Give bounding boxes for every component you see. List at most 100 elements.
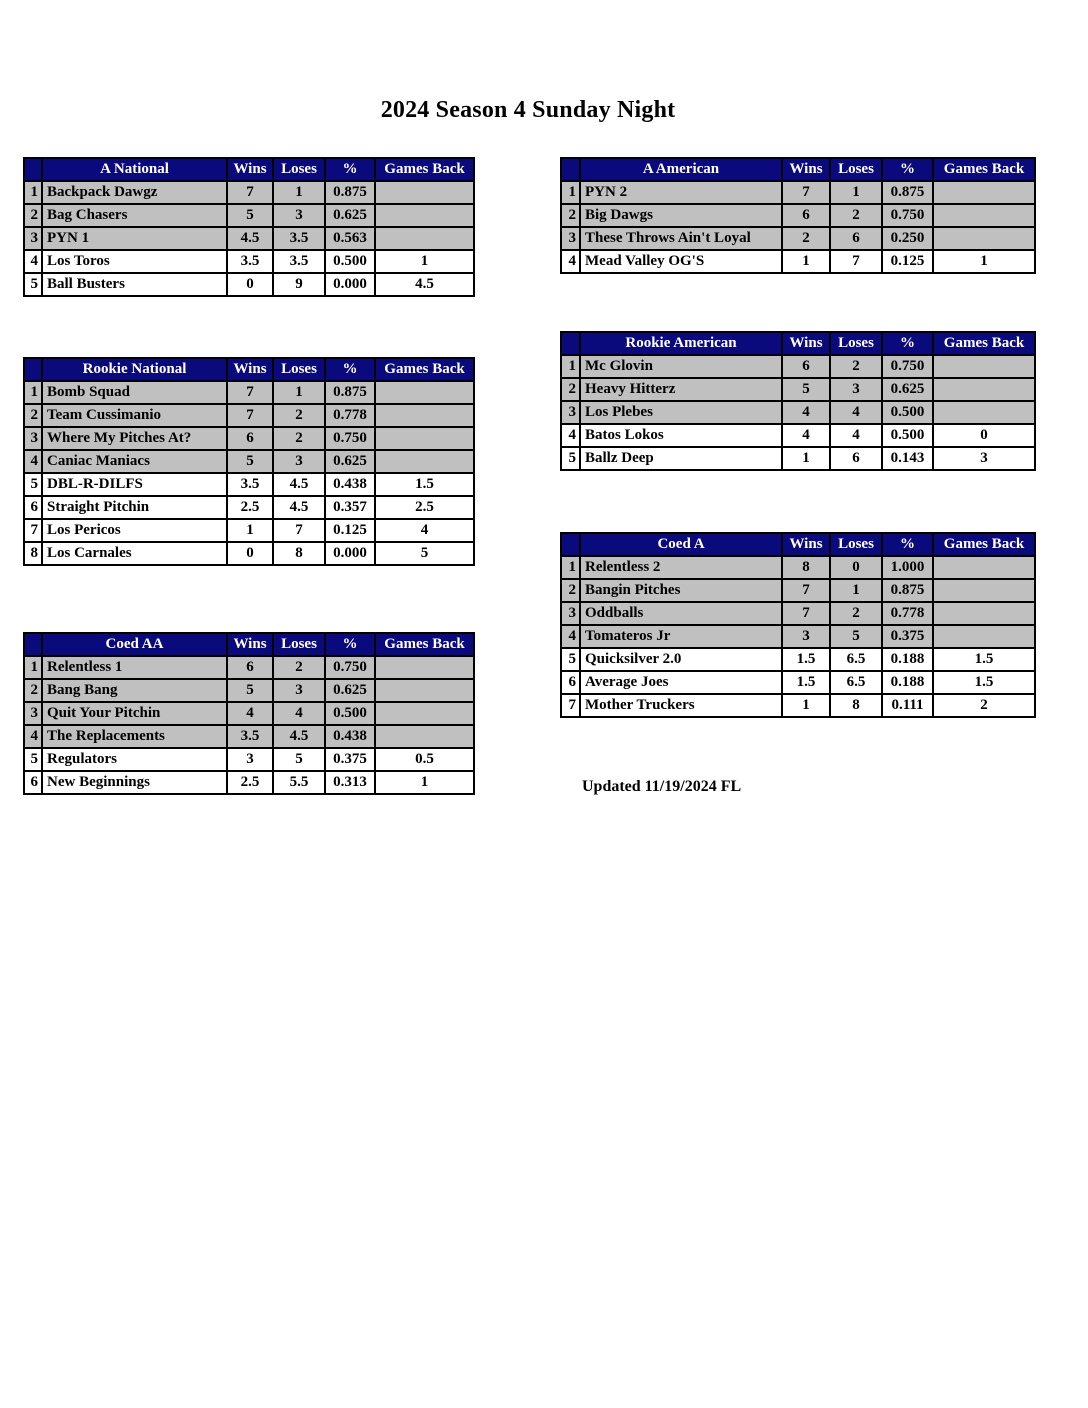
table-row: 2 Bangin Pitches 7 1 0.875	[560, 578, 1036, 603]
team-cell: These Throws Ain't Loyal	[579, 226, 783, 251]
updated-note: Updated 11/19/2024 FL	[582, 778, 742, 795]
pct-cell: 1.000	[881, 555, 934, 580]
loses-column-header: Loses	[829, 532, 883, 557]
pct-column-header: %	[881, 331, 934, 356]
wins-column-header: Wins	[226, 157, 274, 182]
loses-cell: 8	[829, 693, 883, 718]
wins-cell: 6	[226, 426, 274, 451]
pct-cell: 0.875	[881, 578, 934, 603]
wins-cell: 2	[781, 226, 831, 251]
pct-cell: 0.375	[324, 747, 376, 772]
table-row: 1 Bomb Squad 7 1 0.875	[23, 380, 475, 405]
loses-cell: 1	[829, 578, 883, 603]
wins-cell: 1	[781, 693, 831, 718]
rank-column-header	[560, 331, 581, 356]
rank-cell: 5	[560, 647, 581, 672]
team-cell: PYN 2	[579, 180, 783, 205]
wins-cell: 7	[781, 601, 831, 626]
wins-cell: 8	[781, 555, 831, 580]
rank-cell: 1	[23, 380, 43, 405]
pct-cell: 0.125	[324, 518, 376, 543]
loses-cell: 6.5	[829, 670, 883, 695]
pct-cell: 0.875	[324, 380, 376, 405]
loses-cell: 6	[829, 226, 883, 251]
team-cell: Bang Bang	[41, 678, 228, 703]
rank-cell: 2	[560, 203, 581, 228]
rank-cell: 5	[23, 472, 43, 497]
rank-cell: 7	[560, 693, 581, 718]
table-row: 1 Backpack Dawgz 7 1 0.875	[23, 180, 475, 205]
loses-cell: 3	[272, 449, 326, 474]
games-back-cell: 1	[374, 770, 475, 795]
loses-cell: 4.5	[272, 724, 326, 749]
division-name-header: Coed AA	[41, 632, 228, 657]
table-row: 3 Los Plebes 4 4 0.500	[560, 400, 1036, 425]
games-back-cell	[374, 180, 475, 205]
wins-cell: 0	[226, 272, 274, 297]
team-cell: Quit Your Pitchin	[41, 701, 228, 726]
games-back-cell	[932, 203, 1036, 228]
team-cell: Relentless 2	[579, 555, 783, 580]
pct-cell: 0.750	[324, 655, 376, 680]
games-back-cell	[932, 555, 1036, 580]
table-row: 2 Heavy Hitterz 5 3 0.625	[560, 377, 1036, 402]
wins-cell: 1.5	[781, 670, 831, 695]
loses-cell: 4.5	[272, 495, 326, 520]
rank-cell: 5	[560, 446, 581, 471]
table-row: 1 Mc Glovin 6 2 0.750	[560, 354, 1036, 379]
team-cell: Where My Pitches At?	[41, 426, 228, 451]
games-back-cell: 3	[932, 446, 1036, 471]
team-cell: Batos Lokos	[579, 423, 783, 448]
table-row: 5 Quicksilver 2.0 1.5 6.5 0.188 1.5	[560, 647, 1036, 672]
wins-cell: 7	[226, 380, 274, 405]
rank-column-header	[560, 532, 581, 557]
rank-cell: 1	[23, 655, 43, 680]
rank-cell: 5	[23, 747, 43, 772]
loses-cell: 1	[829, 180, 883, 205]
table-row: 4 Tomateros Jr 3 5 0.375	[560, 624, 1036, 649]
team-cell: Straight Pitchin	[41, 495, 228, 520]
team-cell: Team Cussimanio	[41, 403, 228, 428]
team-cell: PYN 1	[41, 226, 228, 251]
rank-cell: 2	[23, 403, 43, 428]
header-row: Coed A Wins Loses % Games Back	[560, 532, 1036, 557]
games-back-cell	[374, 226, 475, 251]
games-back-cell: 0.5	[374, 747, 475, 772]
team-cell: Los Carnales	[41, 541, 228, 566]
games-back-cell	[932, 601, 1036, 626]
pct-cell: 0.625	[324, 449, 376, 474]
rank-cell: 1	[560, 354, 581, 379]
standings-table: Rookie American Wins Loses % Games Back …	[560, 331, 1036, 471]
pct-cell: 0.778	[324, 403, 376, 428]
rank-cell: 4	[560, 249, 581, 274]
games-back-cell	[374, 403, 475, 428]
table-row: 4 Caniac Maniacs 5 3 0.625	[23, 449, 475, 474]
standings-table-coed-aa: Coed AA Wins Loses % Games Back 1 Relentl…	[23, 632, 475, 795]
wins-cell: 5	[781, 377, 831, 402]
wins-cell: 5	[226, 449, 274, 474]
rank-cell: 6	[23, 495, 43, 520]
pct-cell: 0.000	[324, 541, 376, 566]
loses-cell: 2	[272, 403, 326, 428]
team-cell: Bangin Pitches	[579, 578, 783, 603]
games-back-cell	[374, 449, 475, 474]
pct-cell: 0.125	[881, 249, 934, 274]
wins-cell: 1.5	[781, 647, 831, 672]
wins-cell: 3	[226, 747, 274, 772]
loses-cell: 3.5	[272, 226, 326, 251]
rank-cell: 3	[23, 226, 43, 251]
team-cell: Ballz Deep	[579, 446, 783, 471]
pct-cell: 0.438	[324, 724, 376, 749]
loses-cell: 3	[272, 678, 326, 703]
loses-cell: 2	[272, 426, 326, 451]
loses-cell: 2	[829, 601, 883, 626]
pct-cell: 0.500	[881, 400, 934, 425]
table-row: 3 Where My Pitches At? 6 2 0.750	[23, 426, 475, 451]
games-back-column-header: Games Back	[932, 331, 1036, 356]
pct-column-header: %	[881, 532, 934, 557]
wins-column-header: Wins	[781, 157, 831, 182]
standings-table: Coed A Wins Loses % Games Back 1 Relentle…	[560, 532, 1036, 718]
wins-column-header: Wins	[781, 532, 831, 557]
rank-cell: 2	[560, 377, 581, 402]
